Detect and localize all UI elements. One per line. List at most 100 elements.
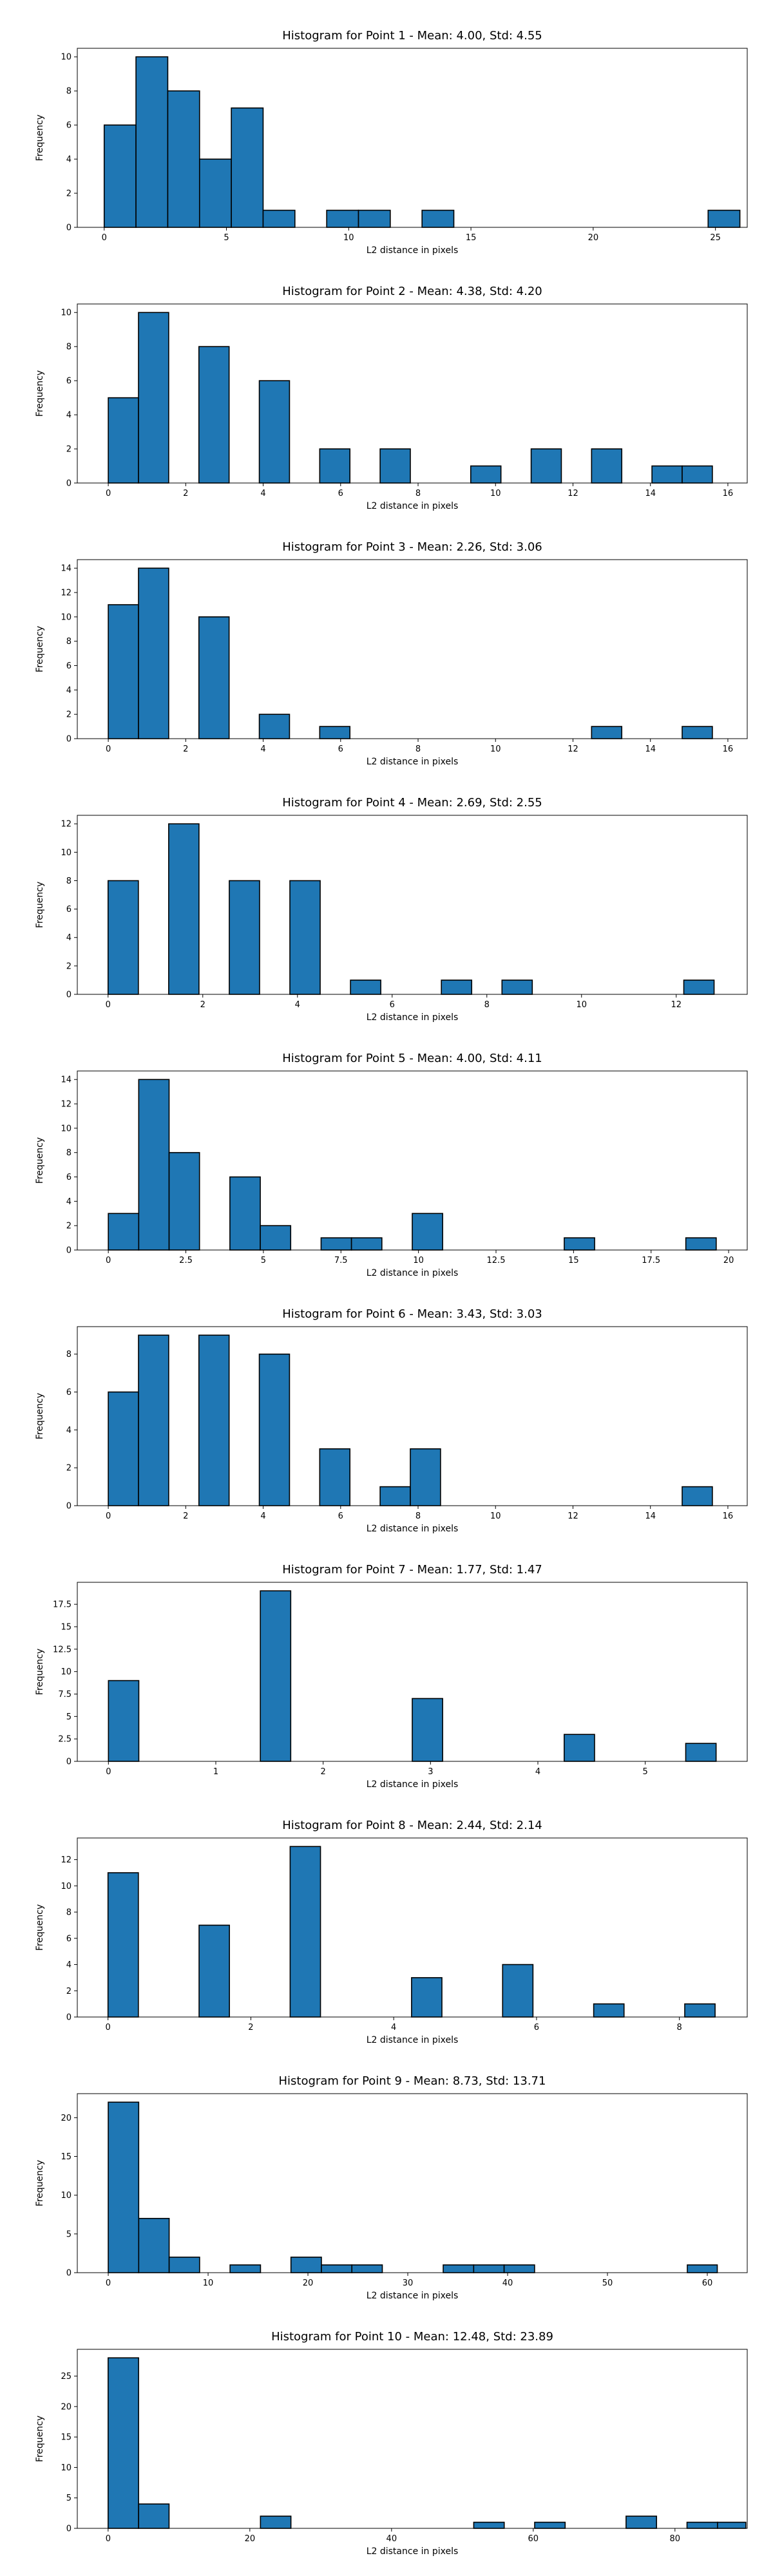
chart-3: 0 2 4 6 8 10 12 14 16 0 2 4 6 8 10 12 14 Histogram for Po…	[35, 540, 748, 767]
histogram-bar	[290, 2257, 322, 2273]
x-tick-label: 7.5	[334, 1256, 348, 1265]
histogram-bar	[198, 346, 230, 484]
x-axis-label: L2 distance in pixels	[367, 2035, 459, 2045]
histogram-bar	[411, 1977, 443, 2018]
histogram-bar	[379, 448, 411, 484]
histogram-bar	[198, 1924, 230, 2018]
x-tick-label: 10	[343, 233, 354, 243]
chart-6: 0 2 4 6 8 10 12 14 16 0 2 4 6 8 Histogram for Point 6 …	[35, 1307, 748, 1534]
histogram-bar	[138, 1079, 170, 1251]
y-axis-label: Frequency	[35, 1904, 45, 1951]
x-tick-label: 12	[671, 1000, 682, 1010]
y-tick-label: 2	[66, 445, 72, 455]
x-tick-label: 4	[535, 1767, 540, 1777]
y-axis-label: Frequency	[35, 626, 45, 672]
x-tick-label: 6	[534, 2023, 539, 2032]
histogram-bar	[319, 726, 351, 739]
x-axis-label: L2 distance in pixels	[367, 2546, 459, 2557]
y-tick-label: 0	[66, 735, 72, 744]
y-tick-label: 6	[66, 121, 72, 131]
y-tick-label: 10	[61, 308, 72, 318]
histogram-bar	[421, 209, 455, 228]
x-axis-label: L2 distance in pixels	[367, 2291, 459, 2301]
x-tick-label: 14	[645, 489, 656, 498]
histogram-bar	[168, 2257, 200, 2273]
x-tick-label: 20	[245, 2534, 256, 2544]
x-tick-label: 10	[203, 2278, 214, 2288]
x-tick-label: 6	[338, 744, 343, 754]
y-tick-label: 6	[66, 1388, 72, 1397]
histogram-bar	[107, 880, 139, 995]
y-axis-label: Frequency	[35, 370, 45, 417]
histogram-bar	[138, 2217, 170, 2273]
histogram-bar	[593, 2003, 625, 2018]
chart-title: Histogram for Point 7 - Mean: 1.77, Std:…	[282, 1563, 542, 1577]
x-tick-label: 20	[303, 2278, 314, 2288]
plot-area	[77, 559, 748, 739]
histogram-bar	[441, 980, 473, 995]
y-tick-label: 0	[66, 1502, 72, 1511]
y-tick-label: 0	[66, 2524, 72, 2534]
y-tick-label: 12	[61, 1100, 72, 1110]
histogram-bar	[503, 2264, 535, 2273]
x-tick-label: 16	[723, 489, 734, 498]
y-tick-label: 2.5	[58, 1735, 72, 1745]
x-tick-label: 4	[260, 1511, 265, 1521]
x-tick-label: 40	[502, 2278, 513, 2288]
histogram-bar	[473, 2521, 505, 2529]
x-tick-label: 0	[106, 2534, 111, 2544]
plot-area	[77, 2349, 748, 2529]
x-tick-label: 0	[106, 2023, 111, 2032]
x-tick-label: 60	[702, 2278, 713, 2288]
histogram-bar	[168, 1151, 200, 1251]
plot-area	[77, 303, 748, 484]
y-tick-label: 2	[66, 710, 72, 720]
histogram-bar	[138, 567, 169, 739]
y-tick-label: 0	[66, 2013, 72, 2023]
chart-2: 0 2 4 6 8 10 12 14 16 0 2 4 6 8 10 Histogram for Point …	[35, 285, 748, 511]
histogram-bar	[473, 2264, 505, 2273]
x-tick-label: 0	[106, 489, 111, 498]
x-tick-label: 10	[490, 744, 501, 754]
histogram-bar	[410, 1448, 441, 1506]
histogram-bar	[564, 1237, 595, 1251]
histogram-bar	[260, 2515, 292, 2529]
x-tick-label: 0	[106, 1000, 111, 1010]
histogram-bar	[138, 1334, 169, 1506]
y-tick-label: 12	[61, 589, 72, 598]
chart-9: 0 10 20 30 40 50 60 0 5 10 15 20 Histogram for Point…	[35, 2074, 748, 2301]
histogram-bar	[412, 1213, 443, 1251]
chart-title: Histogram for Point 4 - Mean: 2.69, Std:…	[282, 796, 542, 810]
x-tick-label: 4	[391, 2023, 396, 2032]
y-tick-label: 14	[61, 1075, 72, 1085]
x-tick-label: 15	[568, 1256, 579, 1265]
histogram-bar	[443, 2264, 475, 2273]
histogram-bar	[289, 1846, 321, 2018]
histogram-bar	[320, 1237, 352, 1251]
histogram-bar	[108, 2101, 140, 2273]
histogram-bar	[591, 448, 623, 484]
x-tick-label: 2	[321, 1767, 326, 1777]
y-tick-label: 8	[66, 1148, 72, 1158]
x-tick-label: 6	[390, 1000, 395, 1010]
histogram-bar	[229, 880, 260, 995]
x-axis-label: L2 distance in pixels	[367, 757, 459, 767]
x-axis-label: L2 distance in pixels	[367, 1012, 459, 1023]
histogram-bar	[686, 2521, 718, 2529]
x-tick-label: 4	[295, 1000, 300, 1010]
x-tick-label: 0	[106, 1767, 111, 1777]
chart-4: 0 2 4 6 8 10 12 0 2 4 6 8 10 12 Histogram for Point 4 …	[35, 796, 748, 1023]
x-tick-label: 1	[213, 1767, 218, 1777]
chart-title: Histogram for Point 1 - Mean: 4.00, Std:…	[282, 29, 542, 43]
y-tick-label: 10	[61, 53, 72, 62]
histogram-bar	[108, 1213, 140, 1251]
histogram-bar	[625, 2515, 658, 2529]
y-tick-label: 4	[66, 155, 72, 165]
x-tick-label: 80	[670, 2534, 681, 2544]
x-tick-label: 20	[588, 233, 599, 243]
y-axis-label: Frequency	[35, 115, 45, 161]
y-axis-label: Frequency	[35, 2160, 45, 2206]
x-tick-label: 6	[338, 1511, 343, 1521]
histogram-bar	[350, 1237, 383, 1251]
y-tick-label: 4	[66, 1960, 72, 1970]
